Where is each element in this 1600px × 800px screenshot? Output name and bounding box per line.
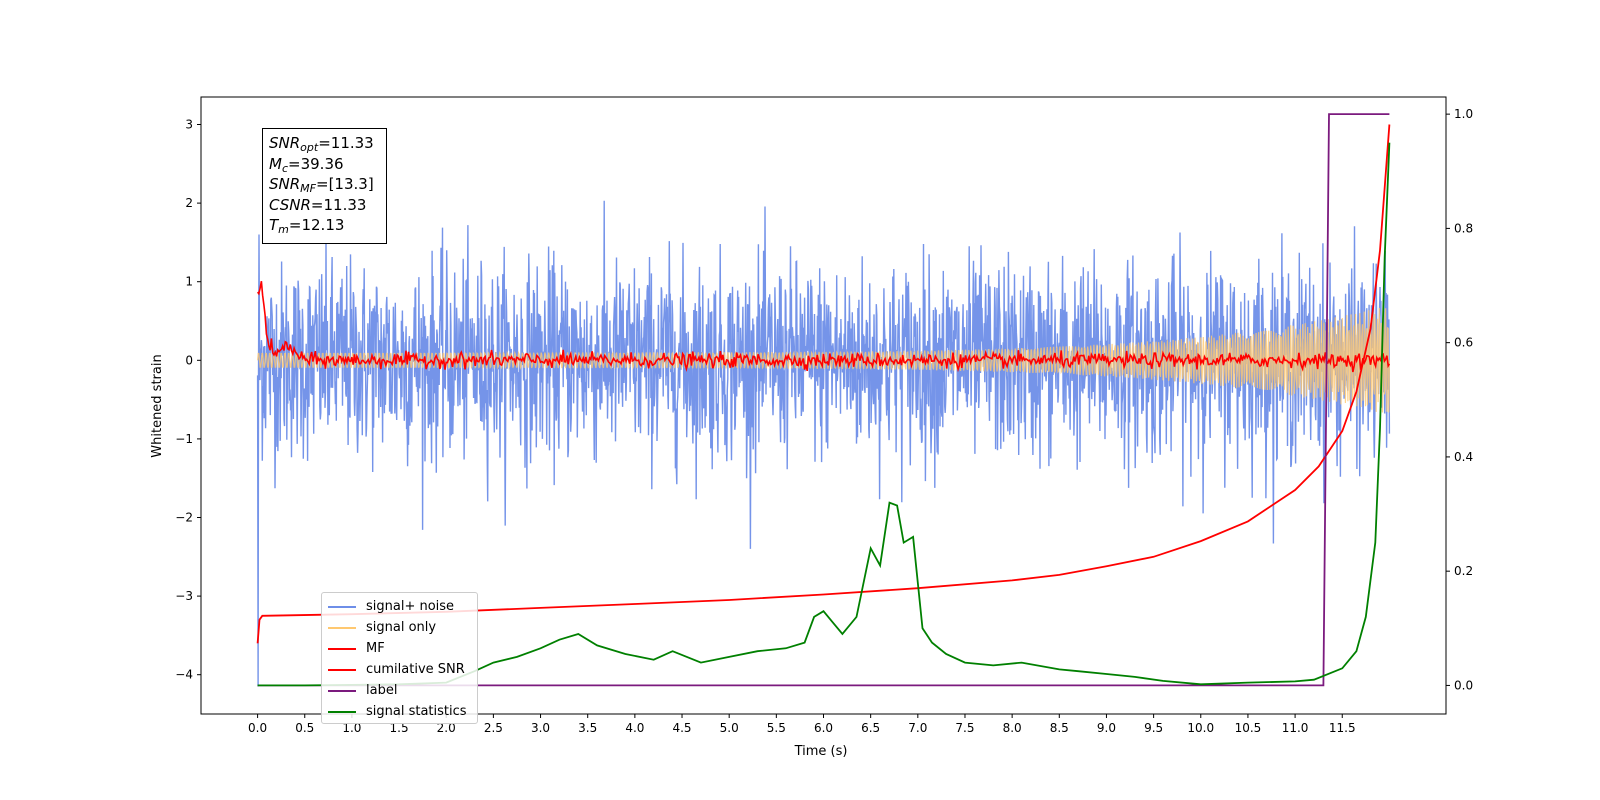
y-right-axis-ticks: 1.0 0.8 0.6 0.4 0.2 0.0 xyxy=(1446,107,1473,692)
legend-label: cumilative SNR xyxy=(366,662,465,677)
series-layer xyxy=(256,113,1391,687)
y-right-tick-label: 0.8 xyxy=(1454,221,1473,235)
x-tick-label: 10.5 xyxy=(1235,721,1262,735)
y-right-tick-label: 0.6 xyxy=(1454,336,1473,350)
series-label-line xyxy=(257,113,1390,687)
parameter-line: SNRMF=[13.3] xyxy=(269,174,380,195)
x-tick-label: 2.0 xyxy=(437,721,456,735)
x-tick-label: 8.0 xyxy=(1003,721,1022,735)
parameter-subscript: opt xyxy=(300,141,319,154)
parameter-line: CSNR=11.33 xyxy=(269,195,380,216)
x-tick-label: 2.5 xyxy=(484,721,503,735)
y-tick-label: −1 xyxy=(175,432,193,446)
y-axis-label: Whitened strain xyxy=(150,354,165,457)
legend-swatch xyxy=(328,689,356,692)
parameter-symbol: T xyxy=(269,216,279,234)
y-tick-label: 2 xyxy=(185,196,193,210)
parameter-line: Mc=39.36 xyxy=(269,154,380,175)
legend-item: signal only xyxy=(328,617,471,638)
legend-label: MF xyxy=(366,641,385,656)
legend-swatch xyxy=(328,647,356,650)
y-tick-label: 1 xyxy=(185,275,193,289)
x-tick-label: 0.5 xyxy=(295,721,314,735)
parameter-line: Tm=12.13 xyxy=(269,215,380,236)
y-right-tick-label: 0.4 xyxy=(1454,450,1473,464)
x-axis-label: Time (s) xyxy=(794,744,848,759)
x-tick-label: 5.5 xyxy=(767,721,786,735)
x-tick-label: 11.0 xyxy=(1282,721,1309,735)
x-tick-label: 0.0 xyxy=(248,721,267,735)
x-tick-label: 1.0 xyxy=(342,721,361,735)
legend-label: signal+ noise xyxy=(366,599,455,614)
legend-label: signal statistics xyxy=(366,704,467,719)
x-tick-label: 7.0 xyxy=(908,721,927,735)
x-tick-label: 4.5 xyxy=(672,721,691,735)
legend: signal+ noise signal only MF cumilative SNR… xyxy=(321,592,478,724)
parameter-value: =[13.3] xyxy=(316,175,374,193)
x-tick-label: 1.5 xyxy=(390,721,409,735)
series-signal-statistics-line xyxy=(257,142,1391,687)
x-axis-ticks: 0.0 0.5 1.0 1.5 2.0 2.5 3.0 3.5 4.0 4.5 5.0 5.5 6.0 6… xyxy=(248,714,1356,735)
legend-item: label xyxy=(328,680,471,701)
x-tick-label: 10.0 xyxy=(1187,721,1214,735)
legend-swatch xyxy=(328,626,356,629)
parameter-subscript: c xyxy=(281,161,289,175)
x-tick-label: 9.5 xyxy=(1144,721,1163,735)
y-tick-label: −3 xyxy=(175,589,193,603)
x-tick-label: 4.0 xyxy=(625,721,644,735)
x-tick-label: 11.5 xyxy=(1329,721,1356,735)
x-tick-label: 5.0 xyxy=(720,721,739,735)
x-tick-label: 9.0 xyxy=(1097,721,1116,735)
parameter-value: =12.13 xyxy=(288,216,345,234)
parameters-box: SNRopt=11.33 Mc=39.36 SNRMF=[13.3] CSNR=11.… xyxy=(262,128,387,244)
x-tick-label: 3.0 xyxy=(531,721,550,735)
parameter-subscript: MF xyxy=(300,182,316,195)
y-tick-label: −2 xyxy=(175,511,193,525)
x-tick-label: 6.0 xyxy=(814,721,833,735)
parameter-value: =39.36 xyxy=(288,154,344,173)
parameter-symbol: SNR xyxy=(269,134,301,152)
legend-label: label xyxy=(366,683,398,698)
legend-item: cumilative SNR xyxy=(328,659,471,680)
legend-label: signal only xyxy=(366,620,437,635)
x-tick-label: 6.5 xyxy=(861,721,880,735)
parameter-line: SNRopt=11.33 xyxy=(269,133,380,154)
y-right-tick-label: 1.0 xyxy=(1454,107,1473,121)
x-tick-label: 3.5 xyxy=(578,721,597,735)
legend-item: MF xyxy=(328,638,471,659)
x-tick-label: 8.5 xyxy=(1050,721,1069,735)
parameter-symbol: M xyxy=(269,154,282,173)
parameter-subscript: m xyxy=(278,223,289,236)
legend-swatch xyxy=(328,668,356,671)
legend-swatch xyxy=(328,605,356,608)
parameter-value: =11.33 xyxy=(310,195,367,214)
y-right-tick-label: 0.0 xyxy=(1454,678,1473,692)
parameter-value: =11.33 xyxy=(318,134,374,152)
legend-item: signal statistics xyxy=(328,701,471,722)
y-tick-label: 3 xyxy=(185,118,193,132)
parameter-symbol: SNR xyxy=(269,175,301,193)
x-tick-label: 7.5 xyxy=(955,721,974,735)
parameter-symbol: CSNR xyxy=(269,195,311,214)
y-tick-label: 0 xyxy=(185,353,193,367)
legend-swatch xyxy=(328,710,356,713)
y-tick-label: −4 xyxy=(175,668,193,682)
y-axis-ticks: 3 2 1 0 −1 −2 −3 −4 xyxy=(175,118,201,682)
series-mf-line xyxy=(256,281,1391,373)
y-right-tick-label: 0.2 xyxy=(1454,564,1473,578)
legend-item: signal+ noise xyxy=(328,596,471,617)
